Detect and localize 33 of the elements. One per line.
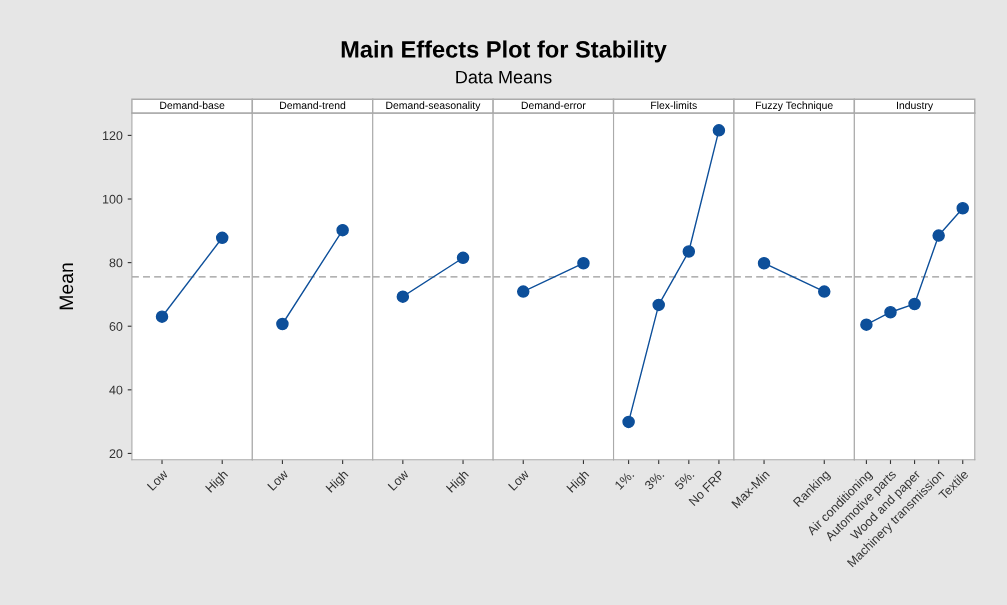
y-axis-title: Mean <box>59 263 74 310</box>
point <box>860 318 873 331</box>
point <box>908 297 921 311</box>
x-tick-label: High <box>445 469 471 495</box>
y-tick-label: 120 <box>102 131 123 141</box>
text: Main Effects Plot for Stability <box>341 40 667 63</box>
x-tick-label: Low <box>387 469 410 491</box>
x-tick-label: 1%. <box>614 469 635 490</box>
text: Data Means <box>456 70 552 84</box>
point <box>932 229 945 242</box>
y-tick-label: 60 <box>109 322 123 331</box>
point <box>682 245 696 258</box>
chart-title: Industry <box>897 101 934 112</box>
chart-title: Demand-trend <box>280 101 346 109</box>
y-tick-label: 40 <box>109 385 123 395</box>
chart-title: Flex-limits <box>651 101 697 109</box>
point <box>652 298 665 312</box>
point <box>956 201 969 215</box>
y-tick-label: 20 <box>109 449 123 459</box>
chart-title: Demand-seasonality <box>386 101 481 112</box>
chart-title: Demand-error <box>521 101 586 109</box>
chart-title: Fuzzy Technique <box>756 101 833 112</box>
x-tick-label: Low <box>146 469 169 491</box>
point <box>884 305 897 319</box>
y-tick-label: 100 <box>102 194 123 204</box>
chart-title: Demand-base <box>160 101 225 109</box>
x-tick-label: 3%. <box>644 469 665 491</box>
y-tick-label: 80 <box>109 258 123 268</box>
x-tick-label: Low <box>267 469 289 491</box>
x-tick-label: 5%. <box>674 469 695 491</box>
x-tick-label: Low <box>508 469 530 491</box>
point <box>622 415 635 429</box>
point <box>712 124 726 137</box>
